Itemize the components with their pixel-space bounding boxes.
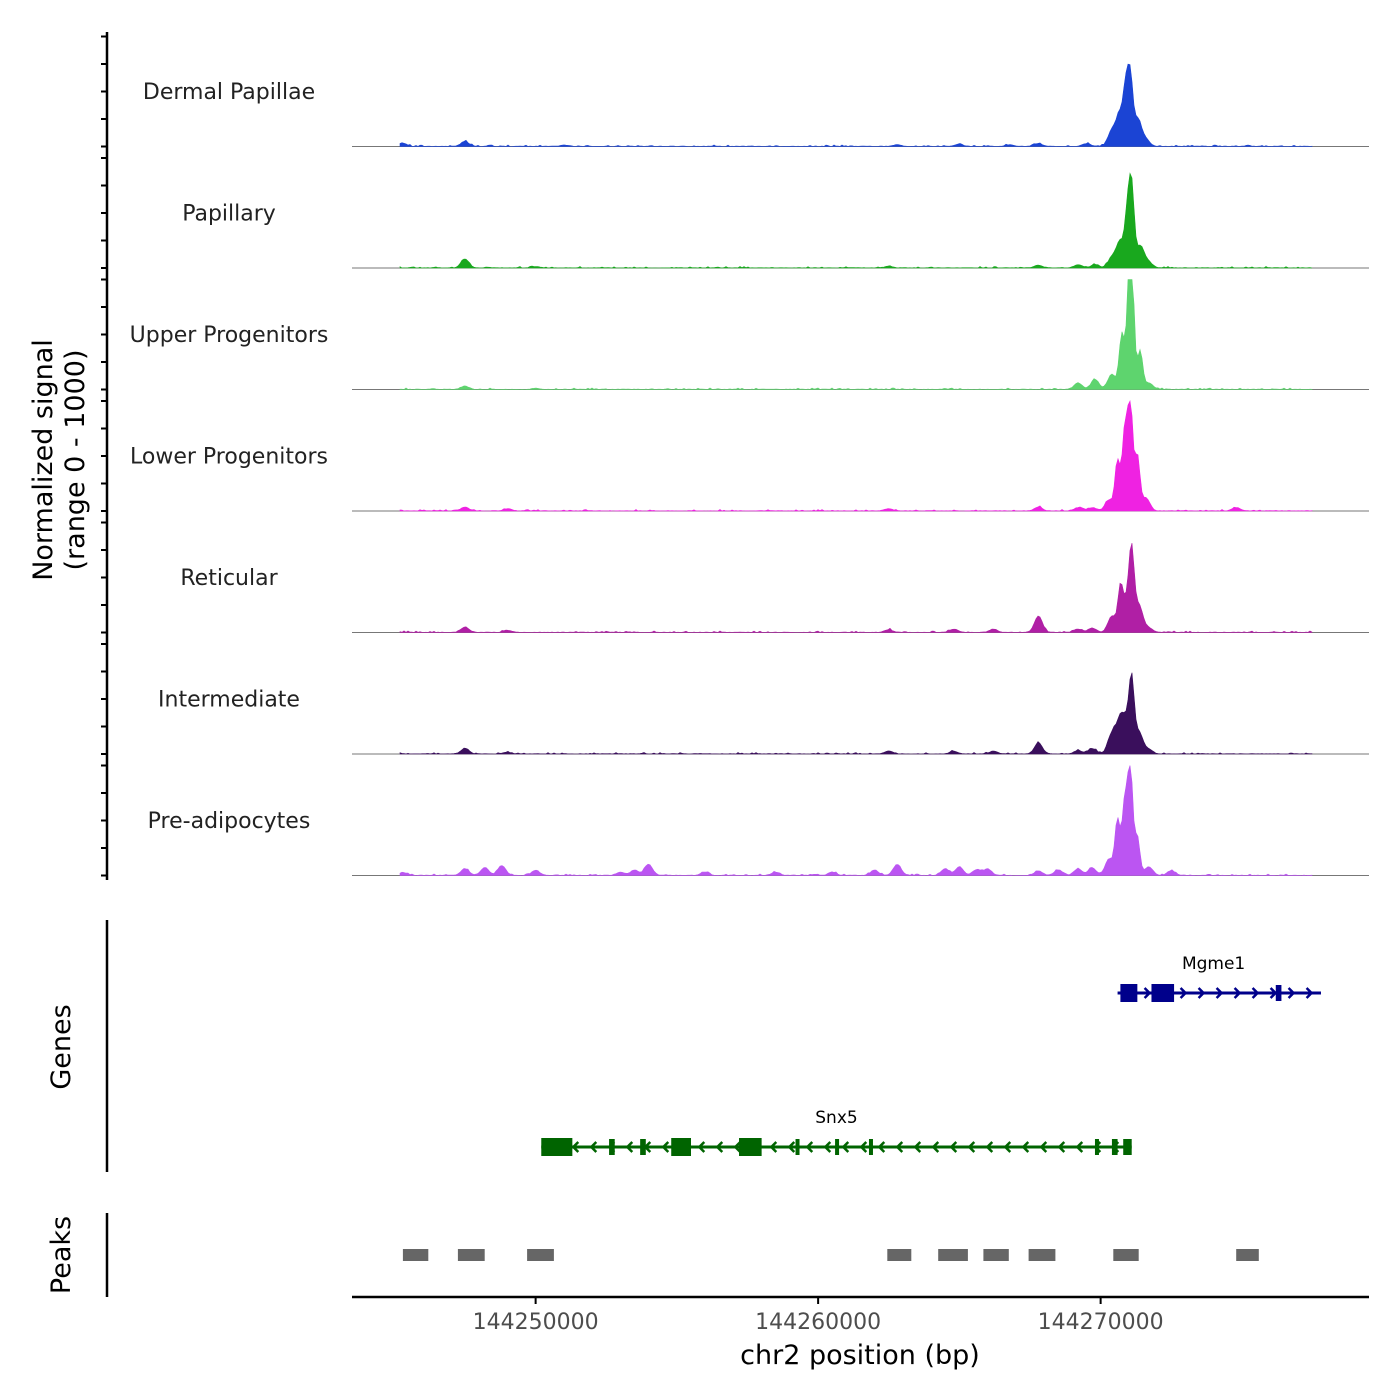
strand-arrow — [931, 1141, 940, 1153]
x-tick-label: 144260000 — [755, 1310, 881, 1335]
exon — [1120, 984, 1138, 1002]
signal-area — [399, 765, 1313, 876]
signal-area — [399, 63, 1313, 147]
exon — [640, 1139, 646, 1155]
genes-axis-title: Genes — [46, 1004, 77, 1089]
strand-arrow — [1197, 987, 1206, 999]
exon — [795, 1139, 800, 1155]
track-label: Dermal Papillae — [143, 80, 315, 105]
peak-region — [457, 1249, 485, 1261]
exon — [1123, 1139, 1132, 1155]
peak-region — [527, 1249, 554, 1261]
signal-area — [399, 279, 1313, 390]
strand-arrow — [1287, 987, 1296, 999]
exon — [868, 1139, 873, 1155]
signal-area — [399, 672, 1313, 755]
track-pre-adipocytes: Pre-adipocytes — [148, 765, 1369, 876]
strand-arrow — [1233, 987, 1242, 999]
track-label: Lower Progenitors — [130, 445, 328, 470]
exon — [1275, 985, 1282, 1001]
x-tick-label: 144250000 — [473, 1310, 599, 1335]
peak-region — [1028, 1249, 1056, 1261]
track-papillary: Papillary — [182, 172, 1369, 269]
strand-arrow — [589, 1141, 598, 1153]
signal-area — [399, 172, 1313, 269]
strand-arrow — [949, 1141, 958, 1153]
track-label: Intermediate — [158, 688, 300, 713]
peak-region — [983, 1249, 1009, 1261]
track-label: Papillary — [182, 202, 276, 227]
strand-arrow — [733, 1141, 742, 1153]
strand-arrow — [661, 1141, 670, 1153]
strand-arrow — [967, 1141, 976, 1153]
track-lower-progenitors: Lower Progenitors — [130, 399, 1369, 512]
signal-area — [399, 543, 1313, 633]
track-reticular: Reticular — [180, 543, 1369, 633]
gene-label-mgme1: Mgme1 — [1182, 954, 1245, 974]
exon — [835, 1139, 840, 1155]
signal-tracks: Dermal Papillae Papillary Upper Progenitor… — [130, 63, 1369, 876]
exon — [739, 1138, 762, 1156]
strand-arrow — [859, 1141, 868, 1153]
strand-arrow — [823, 1141, 832, 1153]
signal-axis-title-line2: (range 0 - 1000) — [60, 350, 91, 571]
strand-arrow — [1075, 1141, 1084, 1153]
strand-arrow — [1003, 1141, 1012, 1153]
exon — [1094, 1139, 1099, 1155]
strand-arrow — [1305, 987, 1314, 999]
strand-arrow — [1143, 987, 1152, 999]
track-label: Pre-adipocytes — [148, 809, 311, 834]
strand-arrow — [697, 1141, 706, 1153]
signal-axis-title-line1: Normalized signal — [28, 339, 59, 581]
peak-region — [938, 1249, 968, 1261]
signal-area — [399, 399, 1313, 512]
x-tick-label: 144270000 — [1038, 1310, 1164, 1335]
strand-arrow — [1021, 1141, 1030, 1153]
strand-arrow — [1251, 987, 1260, 999]
track-label: Upper Progenitors — [130, 323, 329, 348]
peak-region — [887, 1249, 912, 1261]
strand-arrow — [715, 1141, 724, 1153]
strand-arrow — [1039, 1141, 1048, 1153]
x-axis-title: chr2 position (bp) — [740, 1340, 980, 1371]
strand-arrow — [1215, 987, 1224, 999]
strand-arrow — [985, 1141, 994, 1153]
gene-label-snx5: Snx5 — [815, 1108, 857, 1128]
gene-model-mgme1 — [1117, 984, 1321, 1002]
peak-region — [402, 1249, 429, 1261]
strand-arrow — [913, 1141, 922, 1153]
track-intermediate: Intermediate — [158, 672, 1369, 755]
exon — [609, 1139, 615, 1155]
strand-arrow — [769, 1141, 778, 1153]
strand-arrow — [877, 1141, 886, 1153]
strand-arrow — [625, 1141, 634, 1153]
signal-y-axis — [101, 32, 109, 880]
track-label: Reticular — [180, 566, 278, 591]
track-upper-progenitors: Upper Progenitors — [130, 279, 1369, 390]
gene-model-snx5 — [541, 1138, 1132, 1156]
strand-arrow — [1269, 987, 1278, 999]
strand-arrow — [1179, 987, 1188, 999]
strand-arrow — [1057, 1141, 1066, 1153]
genes-panel: Mgme1 Snx5 — [541, 954, 1321, 1156]
x-axis: 144250000 144260000 144270000 — [473, 1297, 1164, 1335]
track-dermal-papillae: Dermal Papillae — [143, 63, 1369, 147]
strand-arrow — [841, 1141, 850, 1153]
strand-arrow — [571, 1141, 580, 1153]
peak-region — [1113, 1249, 1139, 1261]
peak-region — [1236, 1249, 1259, 1261]
strand-arrow — [805, 1141, 814, 1153]
exon — [1111, 1139, 1118, 1155]
strand-arrow — [895, 1141, 904, 1153]
peaks-panel — [402, 1249, 1259, 1261]
exon — [671, 1138, 691, 1156]
exon — [1151, 984, 1175, 1002]
exon — [541, 1138, 573, 1156]
strand-arrow — [787, 1141, 796, 1153]
peaks-axis-title: Peaks — [46, 1216, 77, 1294]
